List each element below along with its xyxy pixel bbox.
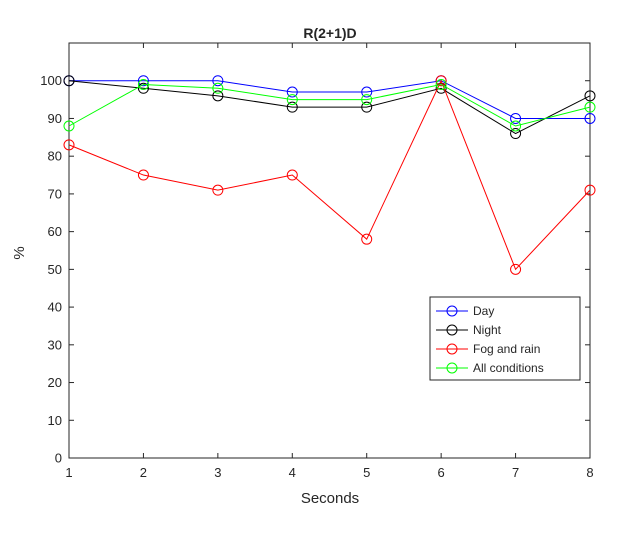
plot-box [68, 42, 591, 459]
y-tick-label: 20 [48, 375, 62, 390]
y-tick-label: 100 [40, 73, 62, 88]
series-line-fog-and-rain [68, 79, 591, 271]
x-tick-label: 6 [438, 465, 445, 480]
data-point-fog-and-rain [361, 233, 373, 245]
x-tick-label: 3 [214, 465, 221, 480]
legend: Day Night Fog and rain All conditions [429, 296, 581, 381]
legend-label-night: Night [473, 323, 502, 337]
data-point-night [361, 101, 373, 113]
legend-marker-day [446, 305, 458, 317]
data-point-all-conditions [361, 94, 373, 106]
data-point-night [137, 82, 149, 94]
y-tick-label: 40 [48, 300, 62, 315]
legend-label-all-conditions: All conditions [473, 361, 544, 375]
series-fog-and-rain [63, 75, 596, 275]
data-point-night [435, 82, 447, 94]
data-point-all-conditions [212, 82, 224, 94]
x-tick-label: 7 [512, 465, 519, 480]
x-tick-label: 4 [289, 465, 296, 480]
y-tick-label: 70 [48, 186, 62, 201]
x-tick-label: 1 [65, 465, 72, 480]
data-point-fog-and-rain [435, 75, 447, 87]
data-point-day [510, 112, 522, 124]
y-tick-label: 60 [48, 224, 62, 239]
data-point-fog-and-rain [137, 169, 149, 181]
legend-marker-all-conditions [446, 362, 458, 374]
data-point-all-conditions [286, 94, 298, 106]
data-point-night [63, 75, 75, 87]
x-tick-label: 2 [140, 465, 147, 480]
data-point-day [212, 75, 224, 87]
data-point-all-conditions [584, 101, 596, 113]
x-axis-label: Seconds [301, 490, 359, 507]
data-point-all-conditions [510, 120, 522, 132]
data-point-day [137, 75, 149, 87]
x-tick-label: 5 [363, 465, 370, 480]
data-point-fog-and-rain [286, 169, 298, 181]
data-point-all-conditions [137, 79, 149, 90]
y-axis-label: % [11, 246, 28, 259]
data-point-all-conditions [63, 120, 75, 132]
legend-marker-fog-and-rain [446, 343, 458, 355]
data-point-day [361, 86, 373, 98]
series-night [63, 75, 596, 140]
chart-title: R(2+1)D [303, 25, 356, 41]
y-tick-label: 0 [55, 451, 62, 466]
data-point-day [286, 86, 298, 98]
data-point-night [286, 101, 298, 113]
data-point-fog-and-rain [212, 184, 224, 196]
data-point-day [584, 112, 596, 124]
series-line-day [69, 80, 590, 119]
y-tick-label: 80 [48, 149, 62, 164]
legend-label-day: Day [473, 304, 494, 318]
series-all-conditions [63, 79, 596, 132]
data-point-fog-and-rain [584, 184, 596, 196]
data-point-fog-and-rain [510, 263, 522, 275]
series-line-all-conditions [68, 83, 591, 127]
y-tick-label: 10 [48, 413, 62, 428]
data-point-fog-and-rain [63, 139, 75, 151]
data-point-night [510, 128, 522, 140]
series-group [63, 75, 596, 275]
y-tick-label: 50 [48, 262, 62, 277]
x-tick-label: 8 [586, 465, 593, 480]
y-tick-label: 90 [48, 111, 62, 126]
data-point-night [212, 90, 224, 102]
series-line-night [68, 80, 591, 135]
data-point-all-conditions [435, 79, 447, 90]
legend-label-fog-and-rain: Fog and rain [473, 342, 540, 356]
legend-marker-night [446, 324, 458, 336]
data-point-night [584, 90, 596, 102]
y-tick-label: 30 [48, 337, 62, 352]
